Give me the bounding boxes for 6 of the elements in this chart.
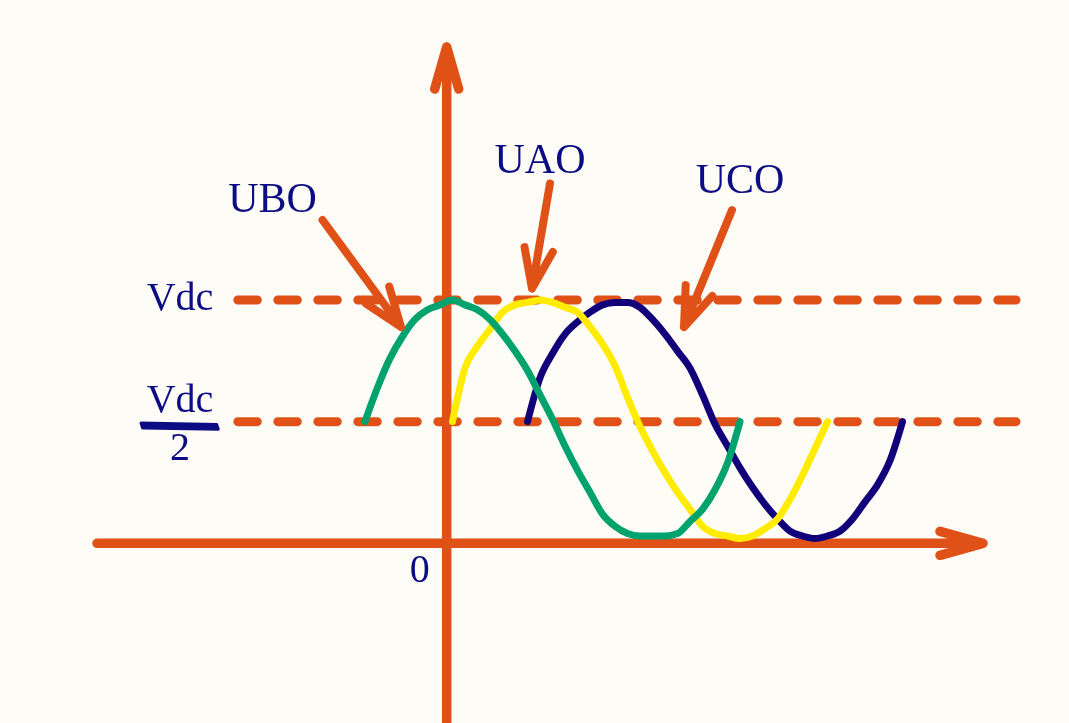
ref-line-label: Vdc [146, 274, 214, 319]
text: UCO [695, 156, 785, 203]
ref-line-label: Vdc/2 [120, 375, 242, 469]
text: UAO [494, 136, 586, 183]
text: 0 [409, 546, 430, 592]
text: UBO [228, 174, 317, 221]
